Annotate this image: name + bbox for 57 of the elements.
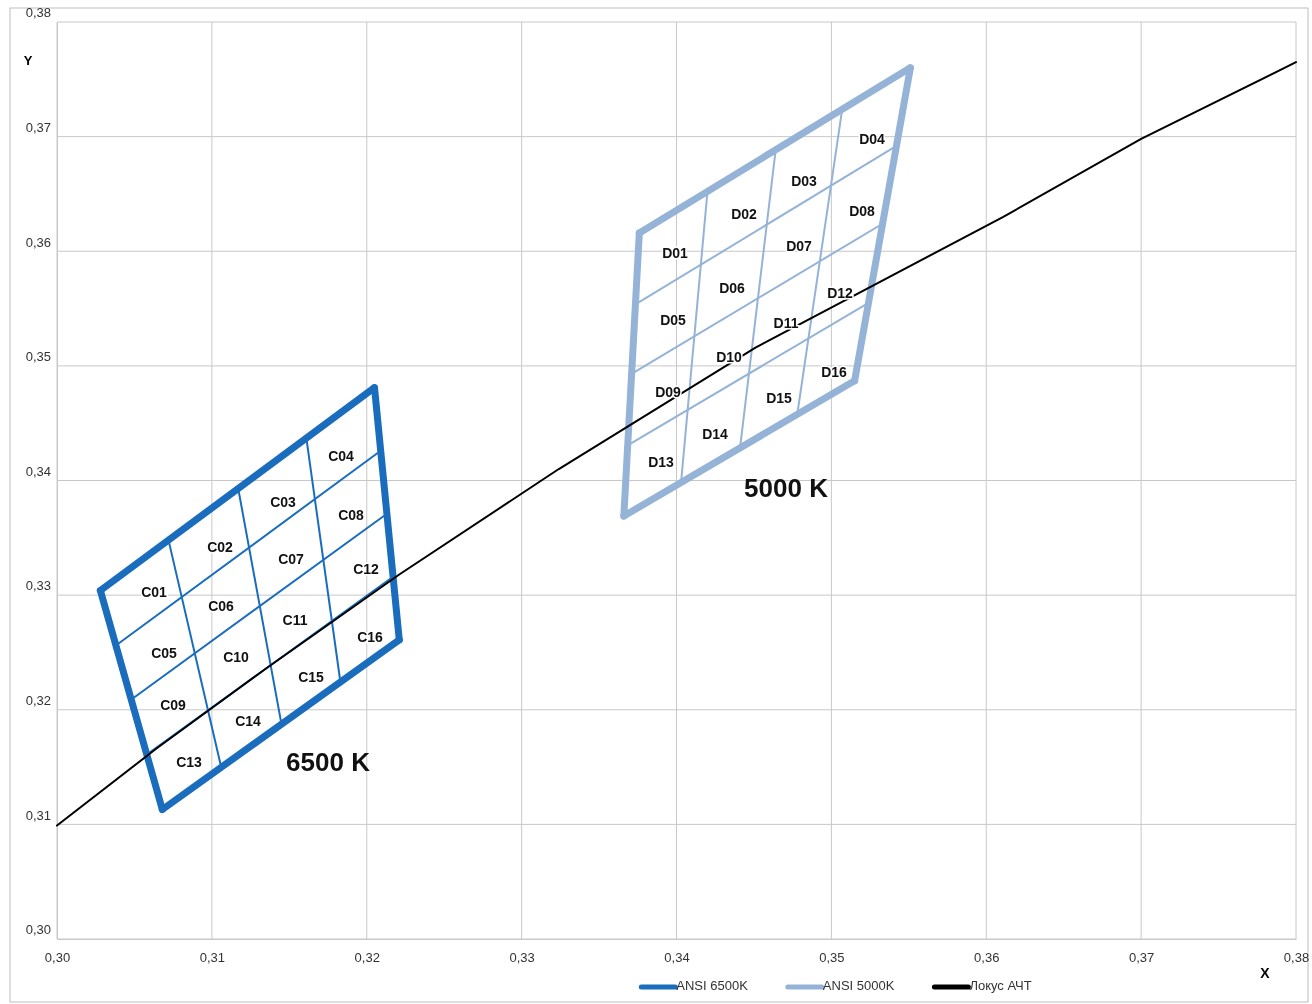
- annotation: C13: [176, 753, 203, 770]
- y-axis-title: Y: [23, 53, 33, 68]
- annotation: D05: [660, 311, 687, 328]
- x-tick-label: 0,37: [1128, 950, 1155, 966]
- annotation: D01: [662, 244, 689, 261]
- annotation: D07: [786, 237, 813, 254]
- annotation: C05: [151, 644, 178, 661]
- x-tick-label: 0,38: [1283, 950, 1310, 966]
- y-tick-label: 0,38: [25, 5, 51, 21]
- y-tick-label: 0,33: [25, 578, 51, 594]
- x-tick-label: 0,30: [44, 950, 71, 966]
- y-tick-label: 0,34: [25, 463, 51, 479]
- annotation: C04: [328, 447, 355, 464]
- annotation: C14: [235, 712, 262, 729]
- x-tick-label: 0,31: [199, 950, 226, 966]
- annotation: D03: [791, 172, 818, 189]
- annotation: D14: [702, 425, 729, 442]
- annotation: D02: [731, 205, 758, 222]
- annotation: C16: [357, 628, 384, 645]
- y-tick-label: 0,31: [25, 807, 51, 823]
- y-tick-label: 0,30: [25, 922, 51, 938]
- annotation: D09: [655, 383, 682, 400]
- annotation: C09: [160, 696, 187, 713]
- annotation: C01: [141, 583, 168, 600]
- legend-label: Локус АЧТ: [969, 978, 1032, 994]
- legend-label: ANSI 6500K: [676, 978, 749, 994]
- annotation: D04: [859, 130, 886, 147]
- annotation: D08: [849, 202, 876, 219]
- x-tick-label: 0,36: [974, 950, 1000, 966]
- x-axis-title: X: [1260, 965, 1271, 981]
- y-tick-label: 0,36: [25, 234, 51, 250]
- legend-label: ANSI 5000K: [822, 978, 895, 994]
- x-tick-label: 0,33: [509, 950, 535, 966]
- annotation: C12: [353, 560, 380, 577]
- annotation: D12: [827, 284, 854, 301]
- annotation: C02: [207, 538, 234, 555]
- annotation: C11: [282, 611, 308, 628]
- annotation: C08: [338, 506, 365, 523]
- annotation: C15: [298, 668, 325, 685]
- annotation: C03: [270, 493, 297, 510]
- y-tick-label: 0,37: [25, 119, 51, 135]
- annotation: 5000 K: [744, 472, 829, 503]
- annotation: D15: [766, 389, 793, 406]
- y-tick-label: 0,35: [25, 349, 51, 365]
- annotation: D13: [648, 453, 675, 470]
- annotation: C10: [223, 648, 250, 665]
- annotation: D11: [773, 314, 799, 331]
- annotation: D06: [719, 279, 746, 296]
- annotation: C06: [208, 597, 235, 614]
- annotation: 6500 K: [286, 746, 371, 777]
- annotation: D16: [821, 363, 848, 380]
- annotation: C07: [278, 550, 305, 567]
- x-tick-label: 0,32: [354, 950, 380, 966]
- annotation: D10: [716, 348, 743, 365]
- x-tick-label: 0,35: [819, 950, 845, 966]
- x-tick-label: 0,34: [664, 950, 690, 966]
- y-tick-label: 0,32: [25, 693, 51, 709]
